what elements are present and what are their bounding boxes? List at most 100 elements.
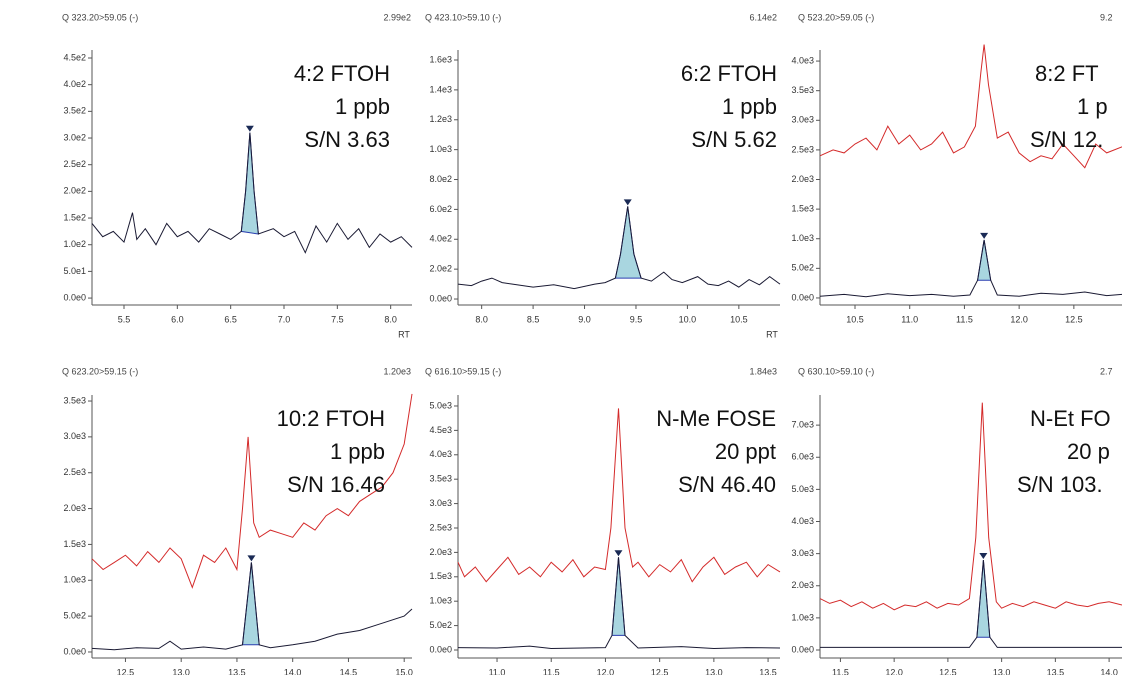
y-tick-label: 1.0e3 [791, 233, 814, 243]
x-tick-label: 12.5 [1065, 314, 1083, 324]
annotation: 1 ppb [335, 94, 390, 119]
y-tick-label: 1.0e3 [791, 612, 814, 622]
peak-marker [245, 125, 254, 132]
y-tick-label: 2.0e3 [429, 547, 452, 557]
x-tick-label: 9.5 [630, 314, 643, 324]
max-intensity: 1.20e3 [383, 366, 411, 376]
peak-area [241, 562, 260, 646]
y-tick-label: 1.5e3 [791, 203, 814, 213]
y-tick-label: 2.0e3 [63, 503, 86, 513]
y-tick-label: 1.5e2 [63, 212, 86, 222]
x-tick-label: 13.5 [228, 667, 246, 675]
y-tick-label: 2.5e3 [63, 467, 86, 477]
x-tick-label: 12.0 [885, 667, 903, 675]
y-tick-label: 1.0e3 [429, 596, 452, 606]
y-tick-label: 8.0e2 [429, 174, 452, 184]
peak-area [614, 206, 642, 279]
y-tick-label: 2.5e2 [63, 159, 86, 169]
y-tick-label: 1.6e3 [429, 54, 452, 64]
y-tick-label: 2.0e2 [63, 186, 86, 196]
x-tick-label: 10.5 [730, 314, 748, 324]
y-tick-label: 1.5e3 [63, 539, 86, 549]
y-tick-label: 3.0e3 [63, 431, 86, 441]
y-tick-label: 1.0e3 [63, 575, 86, 585]
y-tick-label: 6.0e2 [429, 204, 452, 214]
x-tick-label: 11.0 [489, 667, 506, 675]
annotation: N-Et FO [1030, 406, 1111, 431]
trace [457, 557, 781, 650]
x-tick-label: 5.5 [118, 314, 131, 324]
x-tick-label: 8.0 [384, 314, 397, 324]
x-tick-label: 10.0 [679, 314, 697, 324]
x-tick-label: 13.0 [993, 667, 1011, 675]
peak-marker [980, 232, 989, 239]
x-tick-label: 8.5 [527, 314, 540, 324]
trace [457, 408, 781, 583]
y-tick-label: 6.0e3 [791, 452, 814, 462]
y-tick-label: 4.0e3 [429, 449, 452, 459]
max-intensity: 6.14e2 [749, 12, 777, 22]
x-tick-label: 8.0 [475, 314, 488, 324]
y-tick-label: 5.0e3 [791, 484, 814, 494]
y-tick-label: 4.0e3 [791, 55, 814, 65]
y-tick-label: 4.0e2 [429, 234, 452, 244]
x-tick-label: 11.0 [901, 314, 918, 324]
annotation: 4:2 FTOH [294, 61, 390, 86]
x-tick-label: 12.5 [939, 667, 957, 675]
x-tick-label: 9.0 [578, 314, 591, 324]
x-tick-label: 14.0 [284, 667, 302, 675]
y-tick-label: 3.5e3 [63, 395, 86, 405]
panel-header: Q 623.20>59.15 (-) [62, 366, 138, 376]
x-tick-label: 6.0 [171, 314, 184, 324]
annotation: 6:2 FTOH [681, 61, 777, 86]
x-tick-label: 15.0 [395, 667, 413, 675]
y-tick-label: 2.5e3 [791, 144, 814, 154]
y-tick-label: 0.0e0 [429, 293, 452, 303]
y-tick-label: 1.5e3 [429, 571, 452, 581]
y-tick-label: 5.0e2 [63, 611, 86, 621]
peak-area [611, 557, 626, 636]
x-tick-label: 12.0 [1010, 314, 1028, 324]
y-tick-label: 1.0e2 [63, 239, 86, 249]
y-tick-label: 2.0e3 [791, 580, 814, 590]
x-tick-label: 12.5 [117, 667, 135, 675]
annotation: 1 ppb [722, 94, 777, 119]
annotation: 20 ppt [715, 439, 776, 464]
max-intensity: 9.2 [1100, 12, 1113, 22]
annotation: S/N 103. [1017, 472, 1103, 497]
x-tick-label: 12.5 [651, 667, 669, 675]
peak-marker [979, 553, 988, 560]
x-axis-label: RT [766, 329, 778, 339]
annotation: S/N 46.40 [678, 472, 776, 497]
y-tick-label: 5.0e2 [429, 620, 452, 630]
panel-header: Q 630.10>59.10 (-) [798, 366, 874, 376]
peak-area [977, 239, 992, 281]
x-tick-label: 13.5 [1047, 667, 1065, 675]
annotation: S/N 3.63 [304, 127, 390, 152]
peak-area [240, 132, 259, 235]
trace [819, 402, 1122, 611]
y-tick-label: 5.0e2 [791, 263, 814, 273]
x-tick-label: 11.5 [956, 314, 973, 324]
max-intensity: 2.99e2 [383, 12, 411, 22]
y-tick-label: 0.0e0 [791, 644, 814, 654]
y-tick-label: 2.0e2 [429, 264, 452, 274]
trace [819, 239, 1122, 298]
peak-area [976, 560, 991, 638]
y-tick-label: 7.0e3 [791, 420, 814, 430]
panel-header: Q 323.20>59.05 (-) [62, 12, 138, 22]
y-tick-label: 4.0e2 [63, 79, 86, 89]
x-axis-label: RT [398, 329, 410, 339]
y-tick-label: 4.5e3 [429, 425, 452, 435]
y-tick-label: 3.0e3 [429, 498, 452, 508]
trace [91, 132, 413, 254]
y-tick-label: 3.5e3 [429, 474, 452, 484]
panel-header: Q 523.20>59.05 (-) [798, 12, 874, 22]
panel-header: Q 423.10>59.10 (-) [425, 12, 501, 22]
y-tick-label: 1.2e3 [429, 114, 452, 124]
x-tick-label: 10.5 [846, 314, 864, 324]
y-tick-label: 3.0e2 [63, 132, 86, 142]
trace [819, 44, 1122, 169]
annotation: S/N 16.46 [287, 472, 385, 497]
